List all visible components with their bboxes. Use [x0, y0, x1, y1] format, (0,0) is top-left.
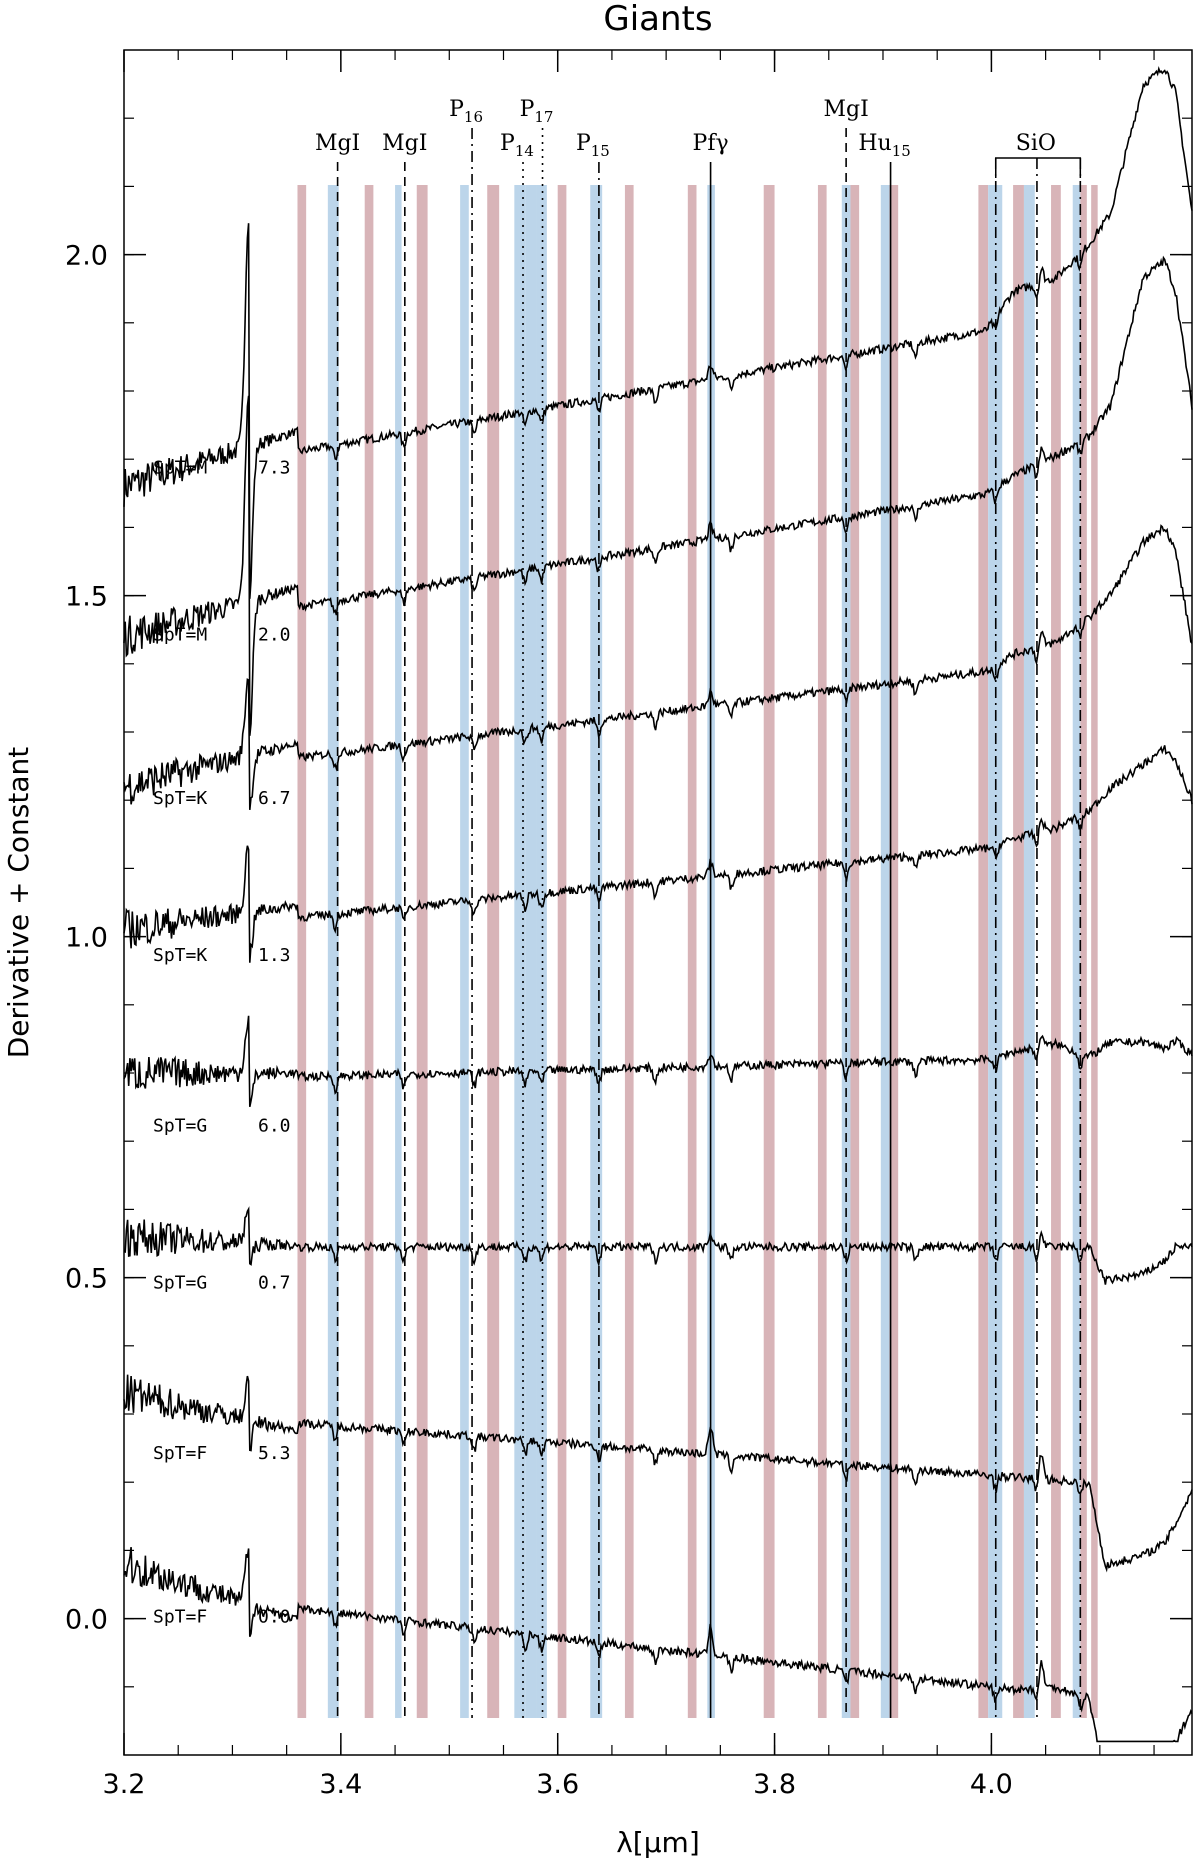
spectrum-series-4	[123, 1015, 1193, 1108]
x-tick-label-3: 3.8	[753, 1769, 796, 1800]
continuum-band-6	[487, 185, 500, 1718]
spectral-subtype-label-2: 6.7	[258, 788, 291, 809]
line-label-5: P15	[576, 131, 610, 160]
y-tick-label-4: 2.0	[65, 241, 108, 272]
continuum-band-23	[1013, 185, 1024, 1718]
bands-layer	[297, 185, 1098, 1718]
spectral-type-label-2: SpT=K	[153, 788, 207, 809]
sio-bracket	[994, 157, 1082, 178]
x-tick-label-4: 4.0	[970, 1769, 1013, 1800]
line-label-9: SiO	[1016, 131, 1056, 156]
chart-title: Giants	[603, 0, 712, 39]
spectral-subtype-label-5: 0.7	[258, 1272, 291, 1293]
spectral-type-label-5: SpT=G	[153, 1272, 207, 1293]
continuum-band-28	[1091, 185, 1098, 1718]
feature-band-19	[880, 185, 890, 1718]
spectral-subtype-label-0: 7.3	[258, 457, 291, 478]
line-label-6: Pfγ	[693, 131, 729, 156]
y-tick-label-2: 1.0	[65, 923, 108, 954]
spectral-type-label-7: SpT=F	[153, 1607, 207, 1628]
line-label-3: P14	[500, 131, 534, 160]
spectral-subtype-label-6: 5.3	[258, 1443, 291, 1464]
spectral-type-label-6: SpT=F	[153, 1443, 207, 1464]
line-label-8: Hu15	[858, 131, 910, 160]
continuum-band-2	[364, 185, 374, 1718]
continuum-band-12	[624, 185, 634, 1718]
line-label-4: P17	[520, 97, 554, 126]
continuum-band-18	[850, 185, 860, 1718]
spectrum-series-7	[123, 1547, 1193, 1743]
line-markers-layer: MgI MgI P16 P14 P17 P15 Pfγ MgI Hu15 SiO	[315, 97, 1082, 1718]
feature-band-11	[590, 185, 603, 1718]
continuum-band-25	[1051, 185, 1061, 1718]
feature-band-5	[460, 185, 469, 1718]
spectrum-series-5	[123, 1206, 1193, 1285]
y-tick-label-1: 0.5	[65, 1264, 108, 1295]
spectral-subtype-label-7: 0.0	[258, 1607, 291, 1628]
spectral-type-label-3: SpT=K	[153, 945, 207, 966]
spectral-type-labels-layer: SpT=M 7.3 SpT=M 2.0 SpT=K 6.7 SpT=K 1.3 SpT=G 6.0…	[153, 457, 291, 1627]
line-label-0: MgI	[315, 131, 360, 156]
line-label-1: MgI	[382, 131, 427, 156]
y-tick-label-0: 0.0	[65, 1605, 108, 1636]
continuum-band-21	[978, 185, 989, 1718]
y-axis-label: Derivative + Constant	[2, 747, 35, 1059]
feature-band-1	[327, 185, 339, 1718]
feature-band-26	[1072, 185, 1081, 1718]
x-axis-label: λ[μm]	[616, 1826, 700, 1859]
spectrum-series-2	[123, 524, 1193, 810]
spectral-subtype-label-4: 6.0	[258, 1116, 291, 1137]
spectrum-series-6	[123, 1374, 1193, 1573]
spectral-type-label-0: SpT=M	[153, 457, 207, 478]
spectral-subtype-label-3: 1.3	[258, 945, 291, 966]
continuum-band-13	[687, 185, 697, 1718]
line-label-7: MgI	[823, 97, 868, 122]
plot-frame	[123, 49, 1193, 1756]
y-tick-label-3: 1.5	[65, 582, 108, 613]
x-tick-label-1: 3.4	[319, 1769, 362, 1800]
continuum-band-10	[557, 185, 567, 1718]
continuum-band-27	[1080, 185, 1087, 1718]
continuum-band-0	[297, 185, 307, 1718]
x-tick-label-2: 3.6	[536, 1769, 579, 1800]
feature-band-3	[395, 185, 402, 1718]
spectral-subtype-label-1: 2.0	[258, 625, 291, 646]
spectrum-series-3	[123, 745, 1193, 963]
feature-band-24	[1023, 185, 1035, 1718]
spectral-type-label-4: SpT=G	[153, 1116, 207, 1137]
spectrum-series-0	[123, 65, 1193, 599]
feature-band-9	[536, 185, 547, 1718]
feature-band-8	[525, 185, 537, 1718]
continuum-band-15	[763, 185, 775, 1718]
feature-band-17	[841, 185, 851, 1718]
series-layer	[123, 65, 1193, 1743]
feature-band-22	[988, 185, 1003, 1718]
x-tick-label-0: 3.2	[103, 1769, 146, 1800]
feature-band-7	[514, 185, 526, 1718]
continuum-band-4	[416, 185, 428, 1718]
axes-layer: 3.2 3.4 3.6 3.8 4.0 0.0 0.5 1.0 1.5 2.0	[65, 50, 1192, 1800]
spectrum-series-1	[123, 255, 1193, 736]
line-label-2: P16	[449, 97, 483, 126]
spectral-type-label-1: SpT=M	[153, 625, 207, 646]
continuum-band-20	[889, 185, 899, 1718]
continuum-band-16	[817, 185, 827, 1718]
